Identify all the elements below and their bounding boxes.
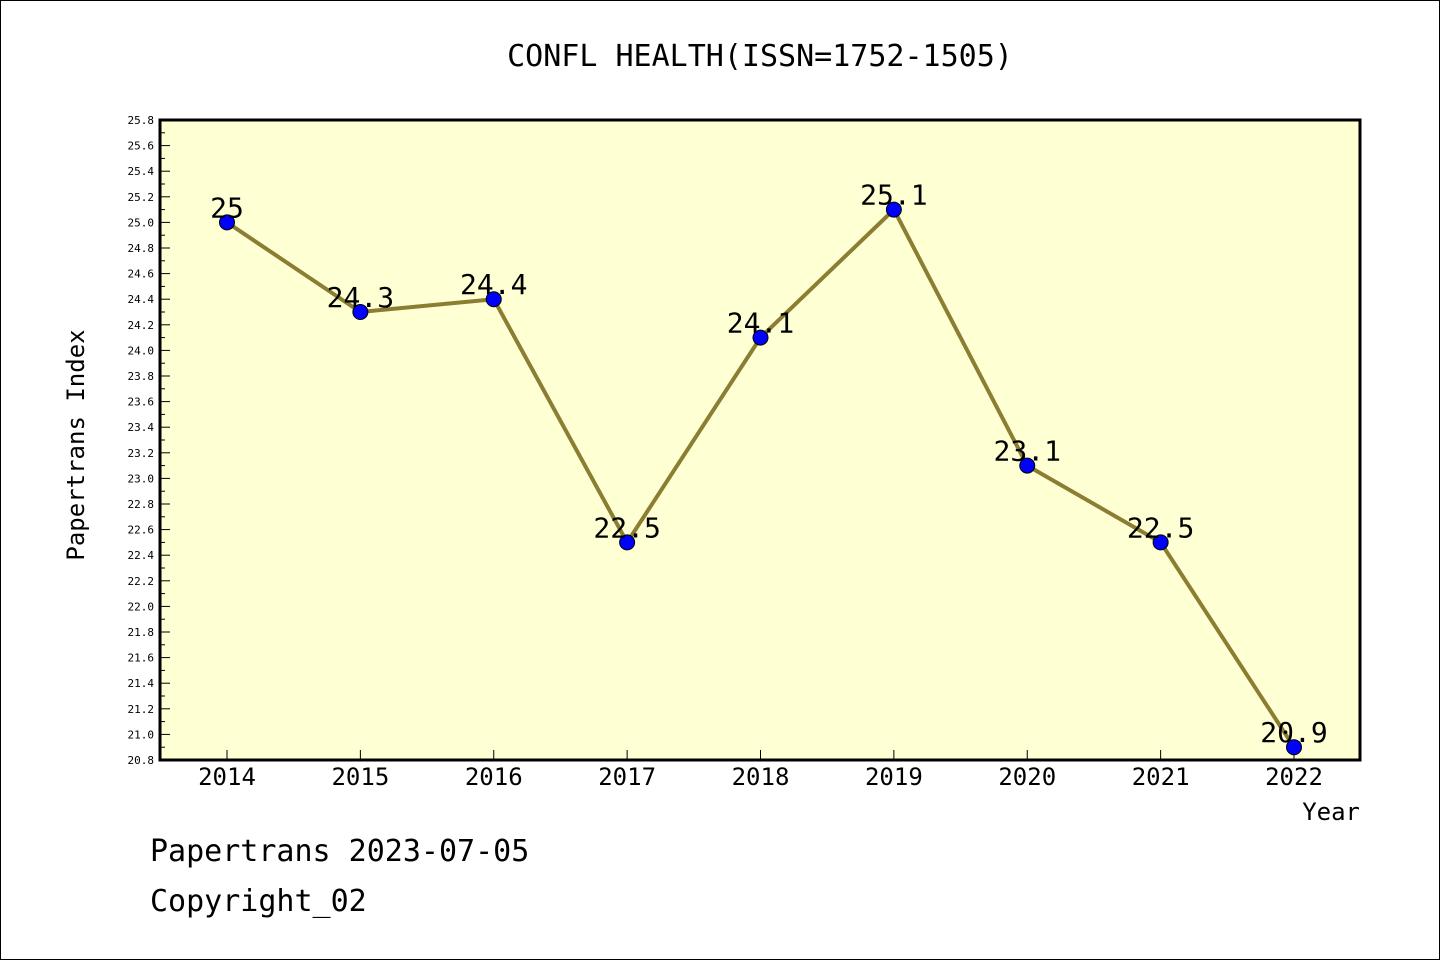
data-point — [752, 329, 769, 346]
footer-copyright: Copyright_02 — [150, 884, 367, 919]
y-tick-label: 23.4 — [128, 421, 155, 434]
y-tick-label: 24.4 — [128, 293, 155, 306]
chart-title: CONFL HEALTH(ISSN=1752-1505) — [507, 39, 1013, 74]
x-tick-label: 2019 — [865, 763, 923, 791]
y-tick-label: 24.8 — [128, 242, 155, 255]
data-point — [1286, 739, 1302, 756]
y-tick-label: 22.0 — [128, 600, 155, 613]
footer-date: Papertrans 2023-07-05 — [150, 834, 530, 869]
y-tick-label: 21.2 — [128, 703, 155, 716]
y-tick-label: 24.0 — [128, 344, 155, 357]
x-tick-label: 2017 — [598, 763, 656, 791]
data-point — [219, 214, 235, 231]
data-label: 25 — [210, 191, 244, 224]
x-tick-label: 2020 — [998, 763, 1056, 791]
y-tick-label: 24.6 — [128, 268, 155, 281]
data-label: 20.9 — [1260, 716, 1327, 749]
x-axis-label: Year — [1302, 798, 1360, 826]
y-axis-label: Papertrans Index — [62, 329, 90, 560]
x-tick-label: 2022 — [1265, 763, 1323, 791]
y-tick-label: 25.2 — [128, 191, 155, 204]
y-tick-label: 22.8 — [128, 498, 155, 511]
y-tick-label: 21.8 — [128, 626, 155, 639]
data-point — [619, 534, 636, 551]
y-tick-label: 20.8 — [128, 754, 155, 767]
y-tick-label: 23.0 — [128, 472, 155, 485]
data-point — [485, 291, 502, 308]
y-tick-label: 21.0 — [128, 728, 155, 741]
data-label: 24.1 — [727, 307, 794, 340]
y-tick-label: 23.8 — [128, 370, 155, 383]
data-label: 23.1 — [994, 435, 1061, 468]
y-tick-label: 25.4 — [128, 165, 155, 178]
data-point — [1019, 457, 1036, 474]
x-tick-label: 2021 — [1132, 763, 1190, 791]
y-tick-label: 21.4 — [128, 677, 155, 690]
x-tick-label: 2016 — [465, 763, 523, 791]
data-label: 22.5 — [593, 511, 660, 544]
data-point — [352, 304, 369, 320]
y-tick-label: 23.6 — [128, 396, 155, 409]
plot-area — [160, 120, 1360, 760]
y-tick-label: 22.4 — [128, 549, 155, 562]
plot-border — [158, 118, 1362, 762]
data-point — [1152, 534, 1169, 551]
y-tick-label: 25.8 — [128, 114, 155, 127]
y-tick-label: 23.2 — [128, 447, 155, 460]
y-tick-label: 25.0 — [128, 216, 155, 229]
x-tick-label: 2014 — [198, 763, 256, 791]
data-point — [885, 201, 902, 218]
y-tick-label: 24.2 — [128, 319, 155, 332]
data-label: 22.5 — [1127, 511, 1194, 544]
x-tick-label: 2018 — [732, 763, 790, 791]
data-label: 25.1 — [860, 179, 927, 212]
y-tick-label: 22.2 — [128, 575, 155, 588]
data-label: 24.3 — [327, 281, 394, 314]
y-tick-label: 21.6 — [128, 652, 155, 665]
x-tick-label: 2015 — [331, 763, 389, 791]
data-label: 24.4 — [460, 268, 527, 301]
y-tick-label: 25.6 — [128, 140, 155, 153]
y-tick-label: 22.6 — [128, 524, 155, 537]
